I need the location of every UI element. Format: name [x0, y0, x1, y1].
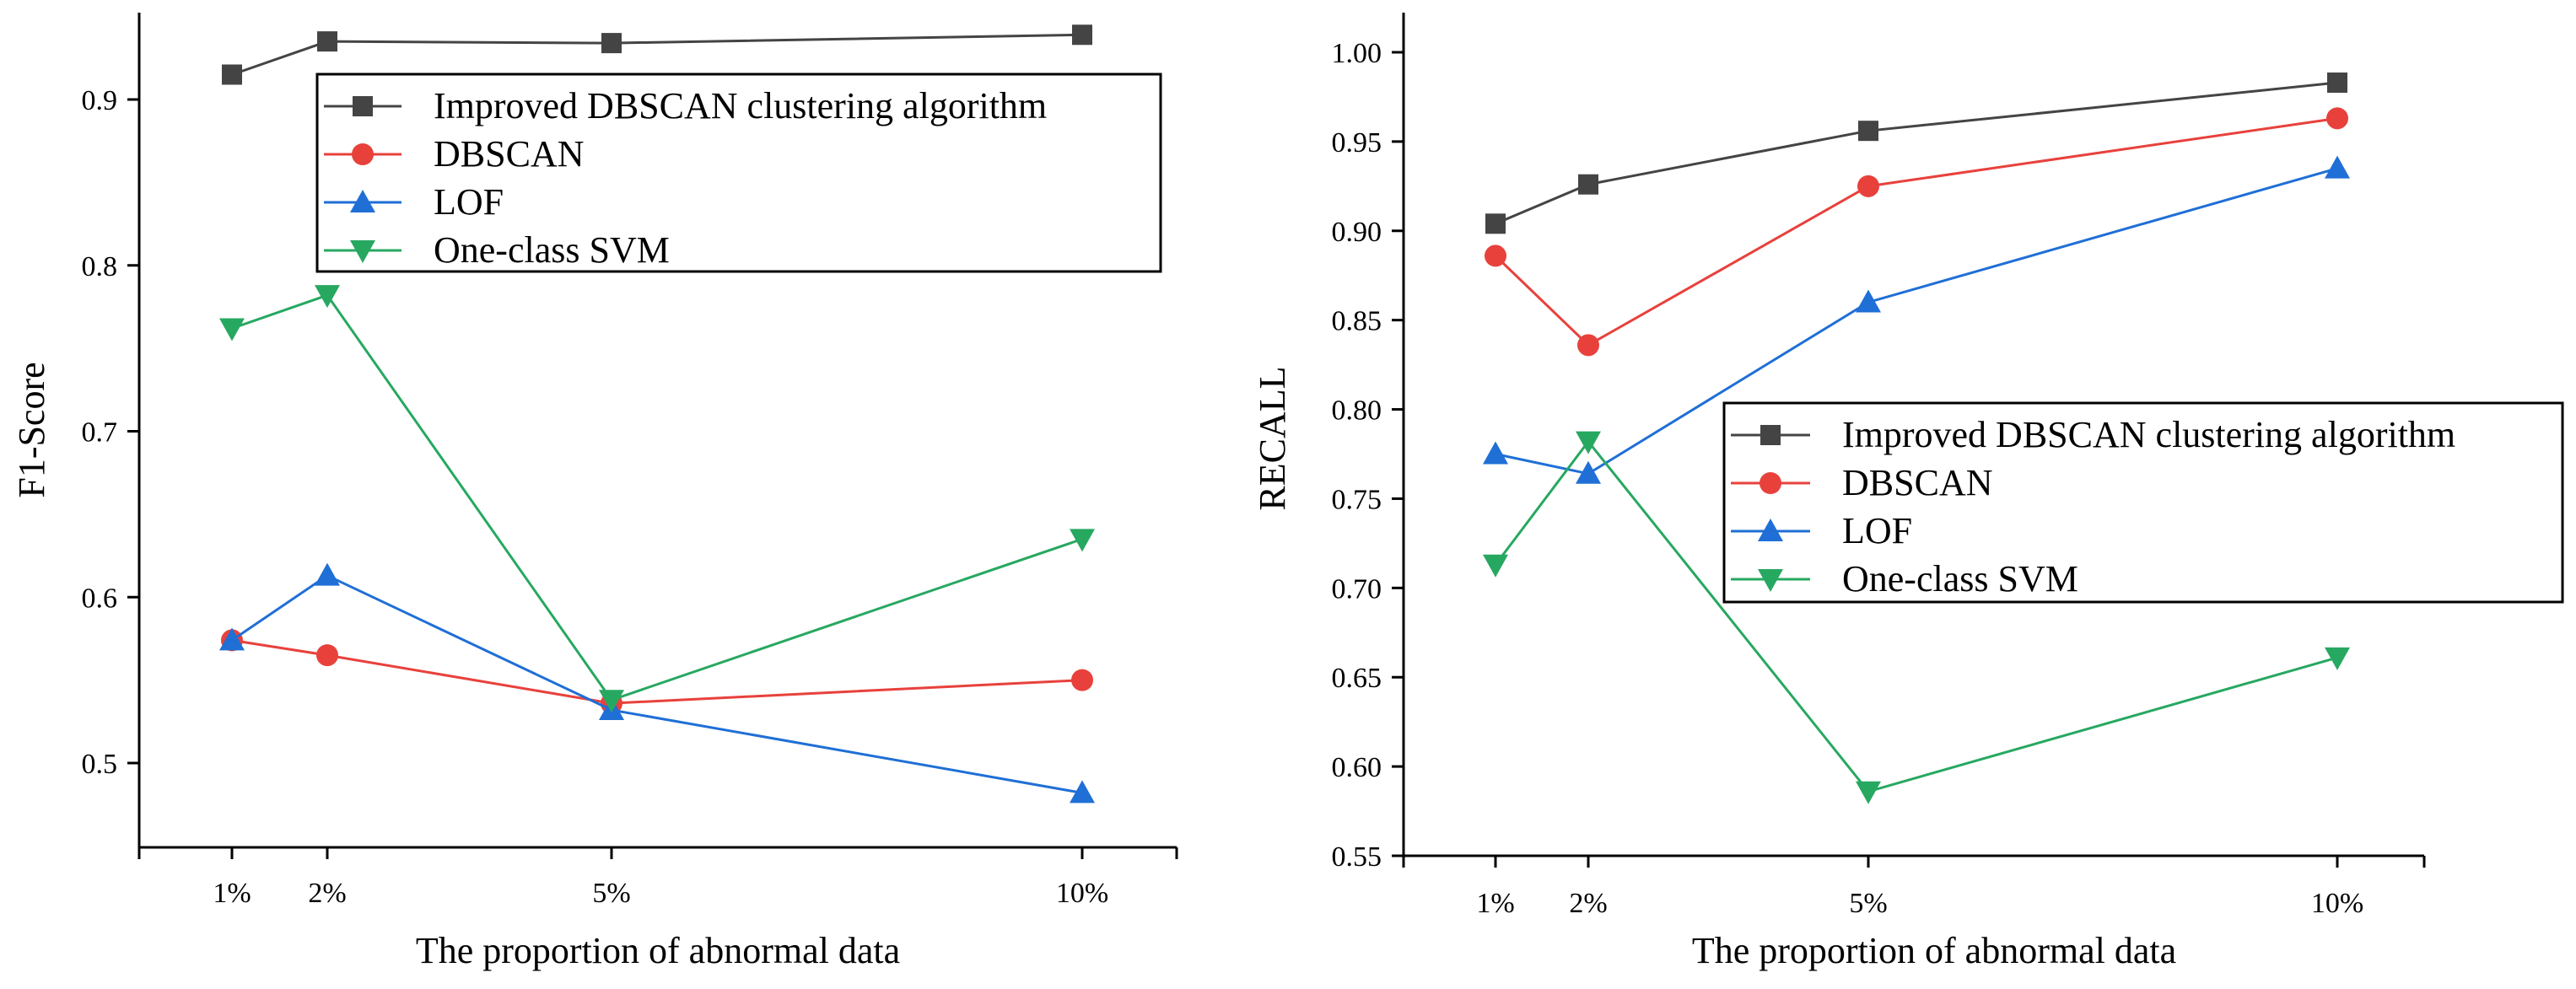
x-tick-label: 2%: [308, 878, 346, 909]
y-tick-label: 1.00: [1332, 38, 1382, 69]
legend-marker: [352, 143, 374, 165]
data-point: [315, 285, 340, 309]
y-tick-label: 0.6: [82, 583, 118, 614]
x-tick-label: 1%: [213, 878, 251, 909]
legend-marker: [1760, 472, 1781, 494]
legend-label: LOF: [1842, 510, 1912, 551]
series-improved-dbscan-clustering-algorithm: [222, 24, 1092, 85]
series-dbscan: [221, 629, 1093, 715]
f1-score-chart: 0.5 0.6 0.7 0.8 0.9 1% 2% 5% 10% F1-Score The prop…: [11, 13, 1178, 971]
series-dbscan: [1485, 107, 2348, 357]
legend-marker: [1760, 425, 1781, 445]
data-point: [1070, 780, 1095, 804]
data-point: [1072, 24, 1092, 46]
recall-chart: 0.55 0.60 0.65 0.70 0.75 0.80 0.85 0.90 0.95 1.00…: [1252, 13, 2564, 971]
x-tick-label: 2%: [1569, 888, 1607, 919]
series-lof: [219, 562, 1095, 804]
data-point: [599, 690, 624, 713]
y-axis-title: RECALL: [1252, 366, 1293, 510]
legend-marker: [350, 190, 375, 212]
data-point: [1856, 781, 1881, 804]
y-axis-title: F1-Score: [11, 362, 52, 497]
legend-label: One-class SVM: [1842, 558, 2078, 599]
legend-label: One-class SVM: [434, 229, 670, 271]
series-one-class-svm: [219, 285, 1095, 713]
y-tick-label: 0.75: [1332, 484, 1382, 515]
x-tick-label: 10%: [2311, 888, 2363, 919]
y-tick-label: 0.95: [1332, 127, 1382, 159]
legend-label: Improved DBSCAN clustering algorithm: [434, 85, 1047, 126]
y-tick-label: 0.60: [1332, 752, 1382, 783]
series-line: [231, 573, 1083, 794]
x-tick-label: 5%: [1849, 888, 1887, 919]
data-point: [222, 64, 242, 85]
data-point: [2326, 107, 2348, 130]
data-point: [1578, 174, 1598, 195]
y-tick-label: 0.5: [82, 749, 118, 780]
series-line: [1494, 439, 2338, 793]
legend-box: [1722, 401, 2564, 604]
series-line: [1495, 167, 2338, 476]
legend: Improved DBSCAN clustering algorithm DBSC…: [1722, 401, 2564, 604]
data-point: [1857, 175, 1879, 197]
legend-label: LOF: [434, 181, 504, 223]
legend-marker: [1758, 519, 1783, 541]
series-one-class-svm: [1483, 431, 2350, 804]
data-point: [1856, 289, 1881, 313]
y-tick-label: 0.85: [1332, 306, 1382, 337]
legend-marker: [350, 240, 375, 263]
y-tick-label: 0.90: [1332, 217, 1382, 248]
data-point: [1858, 121, 1878, 142]
y-tick-label: 0.7: [82, 417, 118, 449]
x-tick-label: 1%: [1476, 888, 1514, 919]
data-point: [1577, 334, 1599, 357]
legend-marker: [353, 96, 373, 116]
series-line: [231, 33, 1083, 76]
legend-box: [315, 73, 1162, 273]
series-improved-dbscan-clustering-algorithm: [1485, 73, 2347, 234]
data-point: [1483, 441, 1508, 465]
y-tick-label: 0.55: [1332, 841, 1382, 873]
data-point: [1576, 431, 1601, 454]
series-line: [231, 638, 1083, 705]
y-tick-label: 0.8: [82, 251, 118, 282]
data-point: [317, 31, 337, 52]
x-axis-title: The proportion of abnormal data: [416, 930, 900, 971]
series-line: [1494, 116, 2338, 347]
legend-marker: [1758, 569, 1783, 592]
series-line: [231, 293, 1083, 702]
legend-label: Improved DBSCAN clustering algorithm: [1842, 414, 2455, 455]
data-point: [219, 627, 245, 651]
series-lof: [1483, 155, 2350, 484]
series-line: [1495, 81, 2338, 225]
y-tick-label: 0.80: [1332, 395, 1382, 427]
data-point: [219, 318, 245, 341]
data-point: [601, 33, 622, 54]
data-point: [2325, 155, 2350, 179]
x-tick-label: 10%: [1056, 878, 1108, 909]
x-tick-label: 5%: [592, 878, 630, 909]
data-point: [1576, 460, 1601, 484]
data-point: [2327, 73, 2347, 94]
legend-label: DBSCAN: [434, 133, 585, 175]
data-point: [315, 562, 340, 586]
y-tick-label: 0.9: [82, 85, 118, 116]
data-point: [1485, 245, 1506, 267]
y-tick-label: 0.65: [1332, 663, 1382, 694]
data-point: [316, 644, 338, 667]
data-point: [1070, 529, 1095, 552]
legend: Improved DBSCAN clustering algorithm DBSC…: [315, 73, 1162, 273]
y-tick-label: 0.70: [1332, 573, 1382, 605]
data-point: [2325, 647, 2350, 670]
data-point: [1483, 554, 1508, 578]
data-point: [1485, 213, 1506, 234]
data-point: [1071, 669, 1093, 691]
x-axis-title: The proportion of abnormal data: [1692, 930, 2176, 971]
legend-label: DBSCAN: [1842, 462, 1993, 503]
